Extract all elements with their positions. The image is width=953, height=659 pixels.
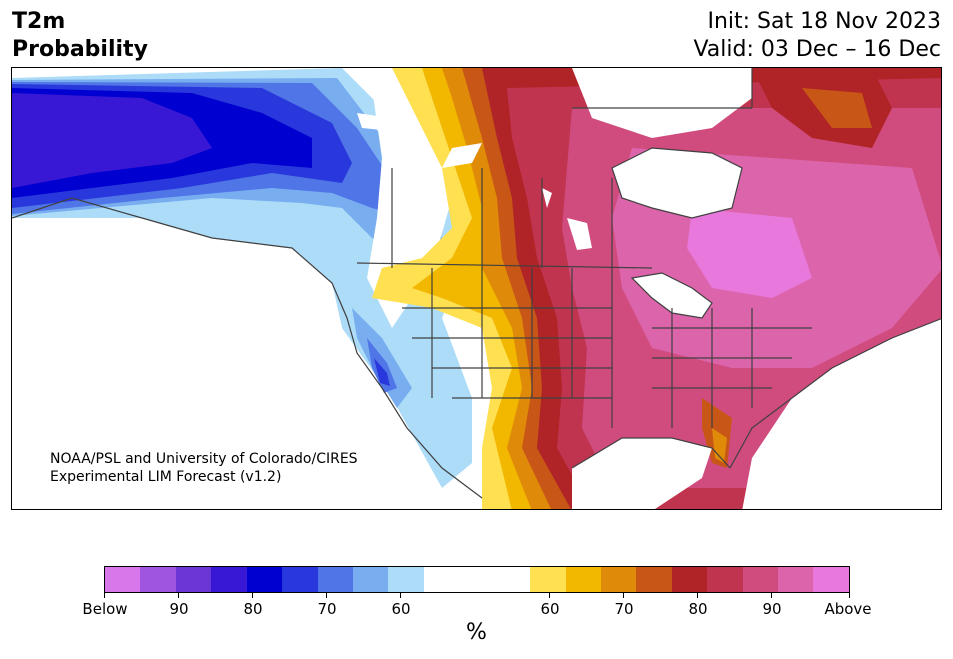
colorbar-tickmark xyxy=(178,593,179,598)
valid-range: Valid: 03 Dec – 16 Dec xyxy=(693,37,941,62)
water-bodies xyxy=(12,68,941,509)
colorbar-tick-label: 70 xyxy=(317,600,337,618)
below-normal-shading xyxy=(12,68,472,488)
colorbar-segment-neutral xyxy=(423,567,531,592)
colorbar-tickmark xyxy=(326,593,327,598)
colorbar-tickmark xyxy=(849,593,850,598)
colorbar-tick-label: 80 xyxy=(688,600,708,618)
colorbar-segment-above xyxy=(636,567,672,592)
map-canvas xyxy=(12,68,941,509)
colorbar-segment-above xyxy=(813,567,849,592)
colorbar-segment-above xyxy=(600,567,637,592)
colorbar-tickmark xyxy=(623,593,624,598)
colorbar-tick-label: 90 xyxy=(169,600,189,618)
colorbar-segment-below xyxy=(282,567,318,592)
colorbar-segment-below xyxy=(246,567,283,592)
colorbar-tickmark xyxy=(104,593,105,598)
colorbar-segment-below xyxy=(352,567,389,592)
colorbar-segment-below xyxy=(211,567,247,592)
colorbar-segment-below xyxy=(140,567,176,592)
variable-label: T2m xyxy=(12,9,66,34)
colorbar-tick-label: 80 xyxy=(243,600,263,618)
colorbar-tickmark xyxy=(771,593,772,598)
probability-colorbar xyxy=(104,566,850,593)
forecast-dates: Init: Sat 18 Nov 2023 Valid: 03 Dec – 16… xyxy=(693,8,941,64)
colorbar-tick-label: Above xyxy=(824,600,872,618)
colorbar-unit-label: % xyxy=(466,620,487,645)
colorbar-tick-label: 60 xyxy=(540,600,560,618)
colorbar-tick-label: Below xyxy=(82,600,128,618)
colorbar-tickmark xyxy=(697,593,698,598)
probability-map: NOAA/PSL and University of Colorado/CIRE… xyxy=(11,67,942,510)
colorbar-tickmark xyxy=(252,593,253,598)
colorbar-segment-below xyxy=(388,567,424,592)
colorbar-segment-above xyxy=(778,567,814,592)
colorbar-segment-above xyxy=(530,567,566,592)
colorbar-tick-label: 70 xyxy=(614,600,634,618)
colorbar-tick-label: 60 xyxy=(391,600,411,618)
credit-line-1: NOAA/PSL and University of Colorado/CIRE… xyxy=(50,451,358,467)
colorbar-segment-above xyxy=(565,567,601,592)
colorbar-tick-label: 90 xyxy=(762,600,782,618)
colorbar-segment-above xyxy=(742,567,779,592)
colorbar-tickmark xyxy=(549,593,550,598)
data-credit: NOAA/PSL and University of Colorado/CIRE… xyxy=(50,450,358,486)
colorbar-tickmark xyxy=(400,593,401,598)
political-borders xyxy=(12,68,941,499)
map-title: T2m Probability xyxy=(12,8,148,64)
colorbar-segment-above xyxy=(707,567,743,592)
colorbar-segment-below xyxy=(175,567,212,592)
colorbar-segment-below xyxy=(105,567,141,592)
init-date: Init: Sat 18 Nov 2023 xyxy=(707,9,941,34)
product-label: Probability xyxy=(12,37,148,62)
colorbar-segment-below xyxy=(317,567,353,592)
colorbar-segment-above xyxy=(671,567,708,592)
credit-line-2: Experimental LIM Forecast (v1.2) xyxy=(50,469,282,485)
